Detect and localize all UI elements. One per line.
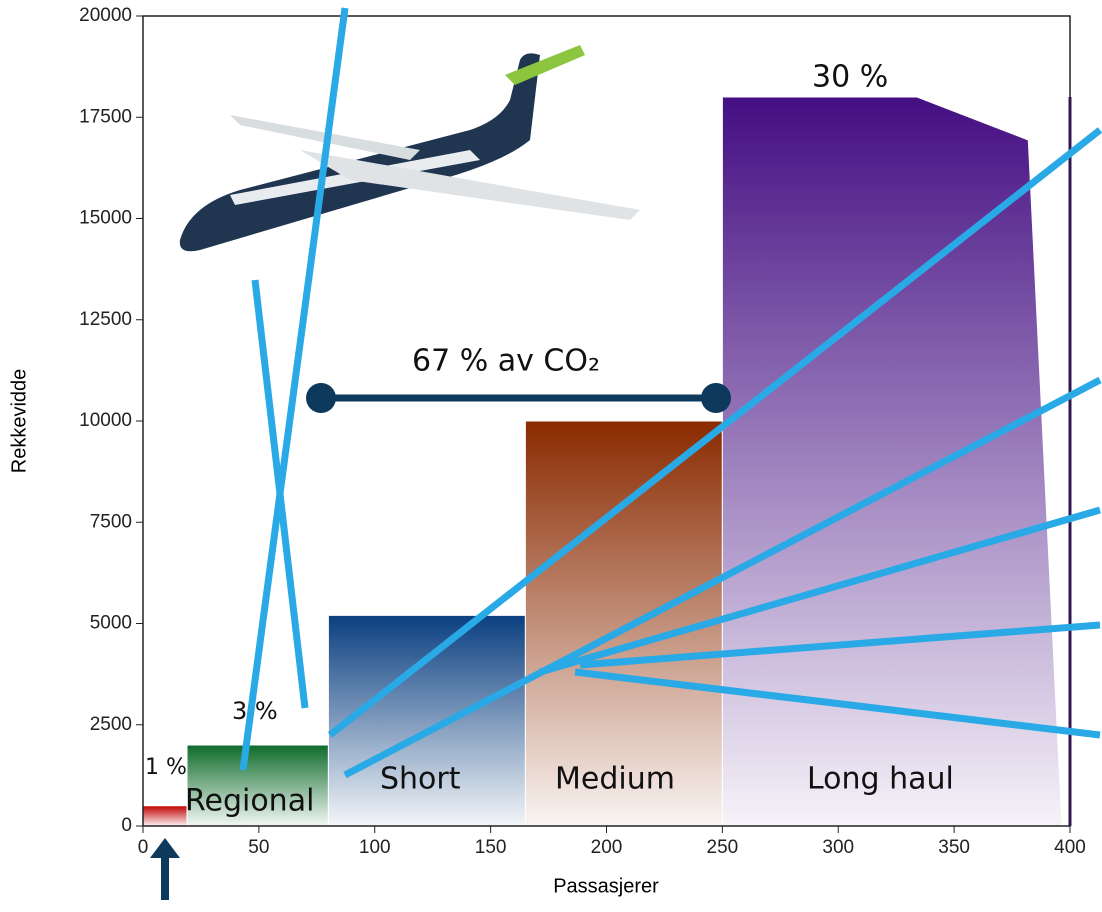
- annotation: 67 % av CO₂: [412, 344, 600, 379]
- arrow-head: [150, 838, 180, 858]
- bar: [722, 97, 1062, 826]
- y-tick-label: 20000: [79, 5, 132, 26]
- y-tick-label: 10000: [79, 410, 132, 431]
- y-tick-label: 5000: [90, 613, 132, 634]
- y-tick-label: 12500: [79, 309, 132, 330]
- x-tick-label: 150: [475, 837, 507, 858]
- y-axis-label: Rekkevidde: [8, 369, 30, 474]
- x-tick-label: 350: [938, 837, 970, 858]
- annotation: 3 %: [232, 697, 278, 725]
- annotation: 30 %: [812, 60, 888, 95]
- x-tick-label: 250: [707, 837, 739, 858]
- y-tick-label: 17500: [79, 106, 132, 127]
- x-tick-label: 300: [822, 837, 854, 858]
- range-end: [701, 383, 731, 413]
- y-tick-label: 15000: [79, 208, 132, 229]
- bar: [143, 806, 187, 826]
- co2-range: [306, 383, 731, 413]
- bar-label: Medium: [555, 762, 675, 797]
- annotation: 1 %: [145, 755, 187, 780]
- y-tick-label: 7500: [90, 511, 132, 532]
- x-axis-label: Passasjerer: [553, 875, 659, 897]
- y-tick-label: 0: [121, 815, 132, 836]
- range-end: [306, 383, 336, 413]
- chart: 1 % 3 % 30 % 67 % av CO₂ Regional Short …: [0, 0, 1102, 907]
- plane-illustration: [180, 45, 640, 251]
- x-tick-label: 100: [359, 837, 391, 858]
- x-tick-label: 400: [1054, 837, 1086, 858]
- y-tick-label: 2500: [90, 714, 132, 735]
- x-tick-label: 0: [138, 837, 149, 858]
- x-tick-label: 50: [248, 837, 269, 858]
- x-tick-label: 200: [591, 837, 623, 858]
- bar-label: Regional: [185, 784, 314, 819]
- bar-label: Long haul: [807, 762, 954, 797]
- bar-label: Short: [380, 762, 461, 797]
